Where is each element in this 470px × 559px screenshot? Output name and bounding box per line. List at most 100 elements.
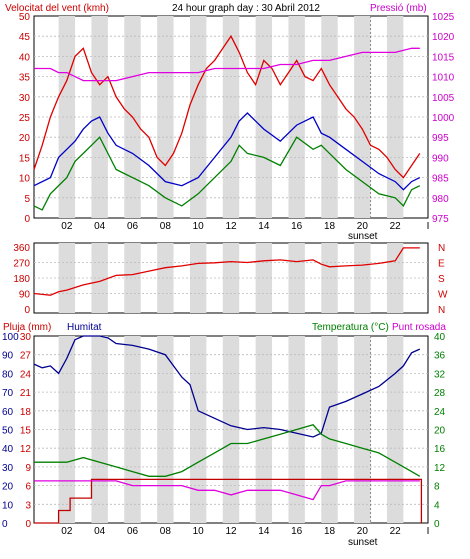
compass-label: S: [438, 274, 445, 285]
rain-tick-label: 21: [20, 388, 32, 399]
temperature-tick-label: 28: [434, 388, 446, 399]
x-tick-label: 16: [291, 221, 303, 232]
wind-direction-series: [33, 247, 420, 296]
wind-speed-axis-title: Velocitat del vent (kmh): [5, 3, 109, 14]
x-tick-label: 18: [324, 221, 336, 232]
right-y-tick-label: 990: [432, 153, 449, 164]
left-y-tick-label: 5: [24, 194, 30, 205]
direction-tick-label: 270: [13, 259, 30, 270]
temperature-axis-title: Temperatura (°C): [312, 322, 389, 333]
humidity-line: [33, 335, 421, 438]
direction-tick-label: 90: [19, 290, 31, 301]
left-y-tick-label: 20: [19, 133, 31, 144]
humidity-tick-label: 0: [2, 519, 8, 530]
x-tick-label: 04: [94, 526, 106, 537]
even-hour-band: [321, 243, 338, 313]
x-tick-label: 18: [324, 526, 336, 537]
direction-tick-label: 180: [13, 274, 30, 285]
right-y-tick-label: 1015: [432, 52, 455, 63]
x-tick-label: 20: [357, 526, 369, 537]
temperature-tick-label: 12: [434, 463, 446, 474]
even-hour-band: [157, 16, 174, 218]
right-y-tick-label: 1020: [432, 32, 455, 43]
temperature-tick-label: 32: [434, 369, 446, 380]
even-hour-band: [321, 336, 338, 523]
pressure-line: [34, 47, 420, 82]
compass-label: N: [438, 243, 445, 254]
sunset-label-top: sunset: [348, 231, 378, 242]
direction-tick-label: 0: [24, 305, 30, 316]
rain-tick-label: 27: [20, 351, 32, 362]
wind-pressure-series: [33, 34, 421, 211]
temperature-tick-label: 16: [434, 444, 446, 455]
rain-tick-label: 30: [20, 332, 32, 343]
rain-tick-label: 15: [20, 426, 32, 437]
compass-label: N: [438, 305, 445, 316]
x-tick-label-end: I: [427, 526, 430, 537]
humidity-tick-label: 10: [2, 500, 14, 511]
x-tick-label: 22: [390, 221, 402, 232]
x-tick-label: 14: [258, 221, 270, 232]
compass-label: W: [438, 290, 448, 301]
rain-tick-label: 0: [25, 519, 31, 530]
left-y-tick-label: 15: [19, 153, 31, 164]
humidity-axis-title: Humitat: [67, 322, 102, 333]
left-y-tick-label: 35: [19, 73, 31, 84]
even-hour-band: [124, 243, 141, 313]
wind-pressure-grid: [34, 16, 428, 218]
wind-pressure-x-ticks: 02 04 06 08 10 12 14 16 18 20 22 I: [61, 221, 429, 232]
rain-tick-label: 24: [20, 369, 32, 380]
wind-direction-line: [33, 247, 420, 296]
temperature-tick-label: 20: [434, 426, 446, 437]
hum-rain-temp-x-ticks: 02 04 06 08 10 12 14 16 18 20 22 I: [61, 526, 429, 537]
pressure-axis-title: Pressió (mb): [370, 3, 427, 14]
chart-title: 24 hour graph day : 30 Abril 2012: [172, 3, 320, 14]
rain-tick-label: 6: [25, 482, 31, 493]
humidity-tick-label: 50: [2, 426, 14, 437]
temperature-tick-label: 8: [434, 482, 440, 493]
right-y-tick-label: 1025: [432, 12, 455, 23]
humidity-tick-label: 60: [2, 407, 14, 418]
left-y-tick-label: 40: [19, 52, 31, 63]
even-hour-band: [124, 336, 141, 523]
humidity-tick-label: 40: [2, 444, 14, 455]
x-tick-label-end: I: [427, 221, 430, 232]
rain-tick-label: 12: [20, 444, 32, 455]
temperature-tick-label: 4: [434, 500, 440, 511]
wind-direction-grid: [34, 243, 428, 313]
right-y-tick-label: 1005: [432, 93, 455, 104]
even-hour-band: [321, 16, 338, 218]
x-tick-label: 10: [193, 526, 205, 537]
x-tick-label: 12: [225, 221, 237, 232]
temperature-tick-label: 24: [434, 407, 446, 418]
x-tick-label: 06: [127, 221, 139, 232]
humidity-tick-label: 80: [2, 369, 14, 380]
temperature-line: [34, 424, 421, 477]
rain-tick-label: 9: [25, 463, 31, 474]
x-tick-label: 08: [160, 221, 172, 232]
x-tick-label: 10: [193, 221, 205, 232]
right-y-tick-label: 985: [432, 174, 449, 185]
right-y-tick-label: 975: [432, 214, 449, 225]
rain-line: [34, 478, 423, 524]
humidity-tick-label: 90: [2, 351, 14, 362]
x-tick-label: 14: [258, 526, 270, 537]
humidity-tick-label: 30: [2, 463, 14, 474]
x-tick-label: 08: [160, 526, 172, 537]
dewpoint-axis-title: Punt rosada: [392, 322, 446, 333]
humidity-tick-label: 70: [2, 388, 14, 399]
rain-tick-label: 18: [20, 407, 32, 418]
wind_gust-line: [33, 34, 421, 179]
right-y-tick-label: 1010: [432, 73, 455, 84]
x-tick-label: 02: [61, 221, 73, 232]
rain-axis-title: Pluja (mm): [3, 322, 51, 333]
rain-tick-label: 3: [25, 500, 31, 511]
humidity-tick-label: 20: [2, 482, 14, 493]
x-tick-label: 22: [390, 526, 402, 537]
wind-pressure-axes: 0510152025303540455097598098599099510001…: [19, 12, 455, 225]
wind_avg-line: [33, 112, 421, 191]
left-y-tick-label: 50: [19, 12, 31, 23]
dewpoint-line: [34, 480, 420, 501]
x-tick-label: 12: [225, 526, 237, 537]
x-tick-label: 06: [127, 526, 139, 537]
